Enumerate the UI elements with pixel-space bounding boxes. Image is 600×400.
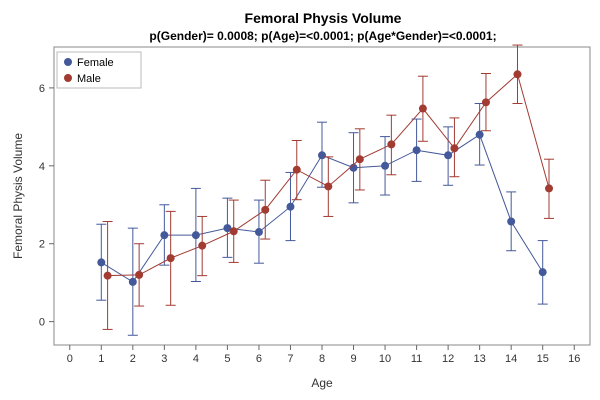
- male-data-point: [261, 205, 270, 214]
- x-tick-label: 6: [256, 353, 262, 365]
- x-tick-label: 15: [537, 353, 549, 365]
- female-data-point: [412, 146, 421, 155]
- male-data-point: [166, 254, 175, 263]
- x-axis-label: Age: [311, 376, 333, 390]
- female-data-point: [444, 151, 453, 160]
- x-tick-label: 2: [130, 353, 136, 365]
- legend-label-female: Female: [77, 57, 114, 69]
- female-data-point: [191, 231, 200, 240]
- x-tick-label: 14: [505, 353, 517, 365]
- legend-marker-male: [64, 74, 72, 82]
- female-data-point: [475, 130, 484, 139]
- male-data-point: [103, 271, 112, 280]
- female-data-point: [538, 268, 547, 277]
- male-data-point: [355, 155, 364, 164]
- y-tick-label: 4: [39, 161, 45, 173]
- female-data-point: [381, 161, 390, 170]
- legend: Female Male: [56, 51, 142, 89]
- female-data-point: [223, 224, 232, 233]
- chart-subtitle: p(Gender)= 0.0008; p(Age)=<0.0001; p(Age…: [149, 29, 496, 43]
- female-data-point: [286, 202, 295, 211]
- male-data-point: [324, 182, 333, 191]
- male-data-point: [450, 144, 459, 153]
- male-data-point: [229, 227, 238, 236]
- y-tick-label: 6: [39, 83, 45, 95]
- legend-marker-female: [64, 58, 72, 66]
- male-data-point: [513, 70, 522, 79]
- x-tick-label: 4: [193, 353, 199, 365]
- female-data-point: [318, 151, 326, 160]
- legend-label-male: Male: [77, 73, 101, 85]
- x-tick-label: 0: [67, 353, 73, 365]
- male-data-point: [481, 98, 490, 107]
- x-tick-label: 12: [442, 353, 454, 365]
- y-axis-label: Femoral Physis Volume: [11, 133, 25, 259]
- female-data-point: [254, 228, 263, 237]
- female-data-point: [160, 231, 169, 240]
- plot-frame: [53, 46, 591, 346]
- x-tick-label: 11: [411, 353, 422, 365]
- x-tick-label: 7: [287, 353, 293, 365]
- x-tick-label: 5: [224, 353, 230, 365]
- legend-box: [56, 51, 142, 89]
- chart-title: Femoral Physis Volume: [245, 10, 402, 26]
- male-data-point: [418, 104, 427, 113]
- male-data-point: [545, 184, 554, 193]
- y-tick-label: 0: [39, 317, 45, 329]
- female-data-point: [128, 277, 137, 286]
- series-layer: [96, 44, 555, 336]
- x-tick-label: 9: [350, 353, 356, 365]
- x-tick-label: 13: [474, 353, 486, 365]
- x-tick-label: 10: [379, 353, 391, 365]
- male-data-point: [292, 165, 301, 174]
- male-data-point: [198, 241, 207, 250]
- x-tick-label: 8: [319, 353, 325, 365]
- female-data-point: [97, 258, 106, 267]
- x-tick-label: 16: [568, 353, 580, 365]
- x-tick-label: 3: [161, 353, 167, 365]
- female-data-point: [507, 217, 516, 226]
- y-tick-label: 2: [39, 239, 45, 251]
- male-data-point: [387, 140, 396, 149]
- x-tick-label: 1: [98, 353, 104, 365]
- male-data-point: [135, 270, 144, 279]
